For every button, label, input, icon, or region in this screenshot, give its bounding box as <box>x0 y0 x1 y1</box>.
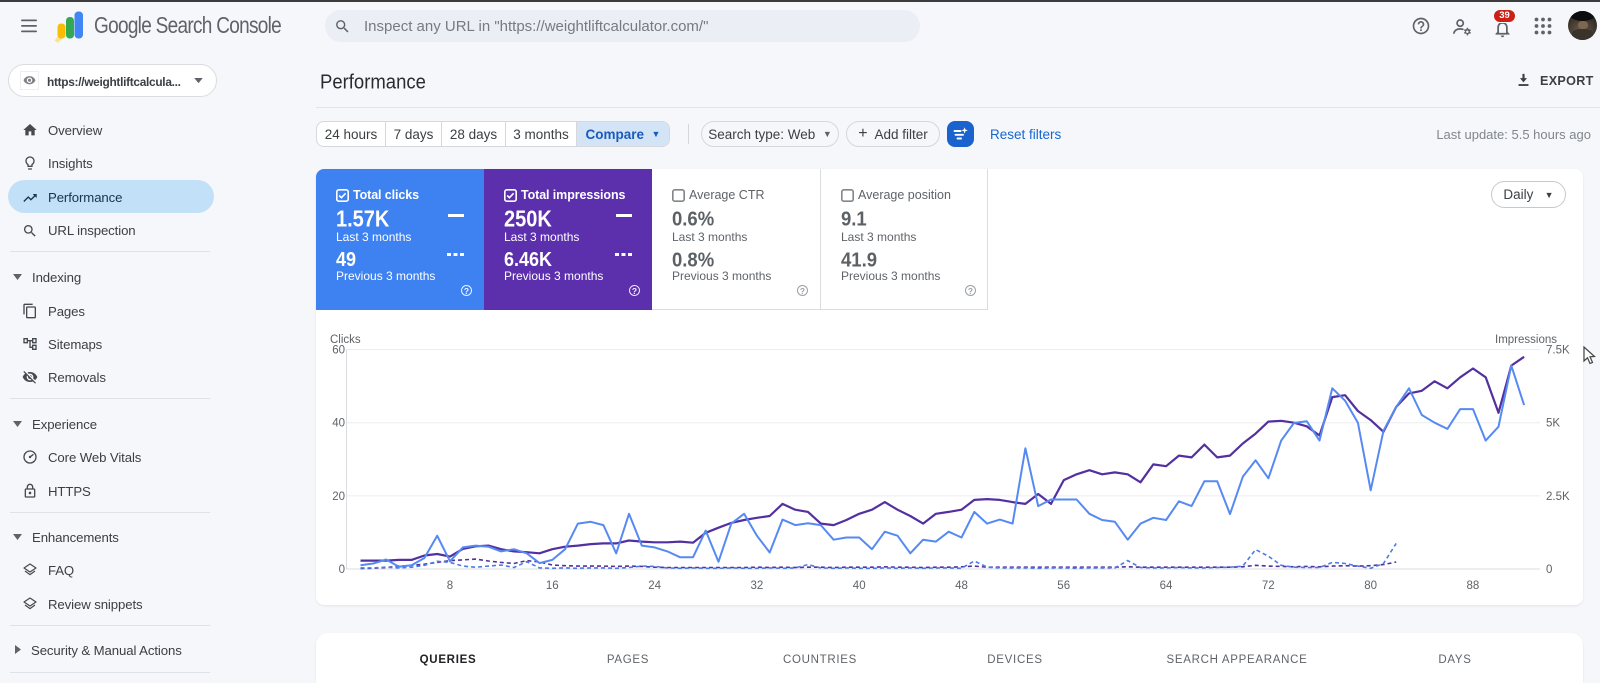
svg-text:80: 80 <box>1364 580 1377 592</box>
svg-text:88: 88 <box>1467 580 1480 592</box>
svg-text:Clicks: Clicks <box>330 334 361 346</box>
svg-text:64: 64 <box>1160 580 1173 592</box>
svg-text:40: 40 <box>853 580 866 592</box>
svg-text:0: 0 <box>1546 564 1552 576</box>
svg-text:2.5K: 2.5K <box>1546 491 1570 503</box>
svg-text:40: 40 <box>332 418 345 430</box>
svg-text:56: 56 <box>1057 580 1070 592</box>
svg-text:32: 32 <box>751 580 764 592</box>
svg-text:8: 8 <box>447 580 453 592</box>
svg-text:72: 72 <box>1262 580 1275 592</box>
svg-text:48: 48 <box>955 580 968 592</box>
svg-text:60: 60 <box>332 345 345 357</box>
svg-text:7.5K: 7.5K <box>1546 345 1570 357</box>
svg-text:0: 0 <box>339 564 345 576</box>
svg-text:24: 24 <box>648 580 661 592</box>
svg-text:20: 20 <box>332 491 345 503</box>
svg-text:Impressions: Impressions <box>1495 334 1557 346</box>
svg-text:16: 16 <box>546 580 559 592</box>
svg-text:5K: 5K <box>1546 418 1560 430</box>
